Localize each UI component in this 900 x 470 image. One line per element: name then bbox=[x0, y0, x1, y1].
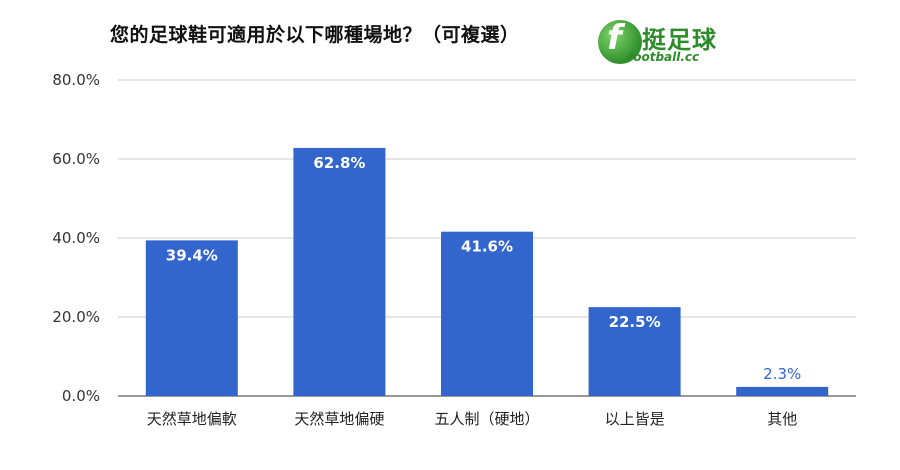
x-tick-label: 天然草地偏軟 bbox=[147, 410, 237, 428]
data-label: 41.6% bbox=[461, 238, 513, 256]
logo-chinese-text: 挺足球 bbox=[642, 26, 717, 54]
logo-mark: f bbox=[607, 18, 622, 58]
data-label: 22.5% bbox=[609, 313, 661, 331]
y-axis-ticks: 0.0% 20.0% 40.0% 60.0% 80.0% bbox=[52, 71, 100, 405]
bars bbox=[145, 147, 829, 396]
y-tick-label: 40.0% bbox=[52, 229, 100, 247]
y-tick-label: 20.0% bbox=[52, 308, 100, 326]
x-tick-label: 以上皆是 bbox=[605, 410, 665, 428]
data-label: 39.4% bbox=[166, 246, 218, 264]
ball-icon bbox=[598, 20, 642, 64]
y-tick-label: 60.0% bbox=[52, 150, 100, 168]
y-tick-label: 0.0% bbox=[62, 387, 100, 405]
x-tick-label: 五人制（硬地） bbox=[434, 410, 539, 428]
football-cc-logo: f 挺足球 football.cc bbox=[598, 18, 728, 70]
bar bbox=[441, 231, 533, 396]
x-axis-ticks: 天然草地偏軟 天然草地偏硬 五人制（硬地） 以上皆是 其他 bbox=[147, 410, 797, 428]
value-labels: 39.4% 62.8% 41.6% 22.5% 2.3% bbox=[166, 154, 801, 383]
bar bbox=[736, 386, 829, 396]
data-label: 62.8% bbox=[313, 154, 365, 172]
bar bbox=[145, 240, 238, 396]
data-label: 2.3% bbox=[763, 365, 801, 383]
logo-english-text: football.cc bbox=[628, 50, 700, 64]
chart-title: 您的足球鞋可適用於以下哪種場地？（可複選） bbox=[110, 24, 520, 46]
x-tick-label: 天然草地偏硬 bbox=[294, 410, 384, 428]
y-tick-label: 80.0% bbox=[52, 71, 100, 89]
bar bbox=[588, 307, 681, 396]
bar bbox=[293, 147, 386, 396]
x-tick-label: 其他 bbox=[767, 410, 797, 428]
